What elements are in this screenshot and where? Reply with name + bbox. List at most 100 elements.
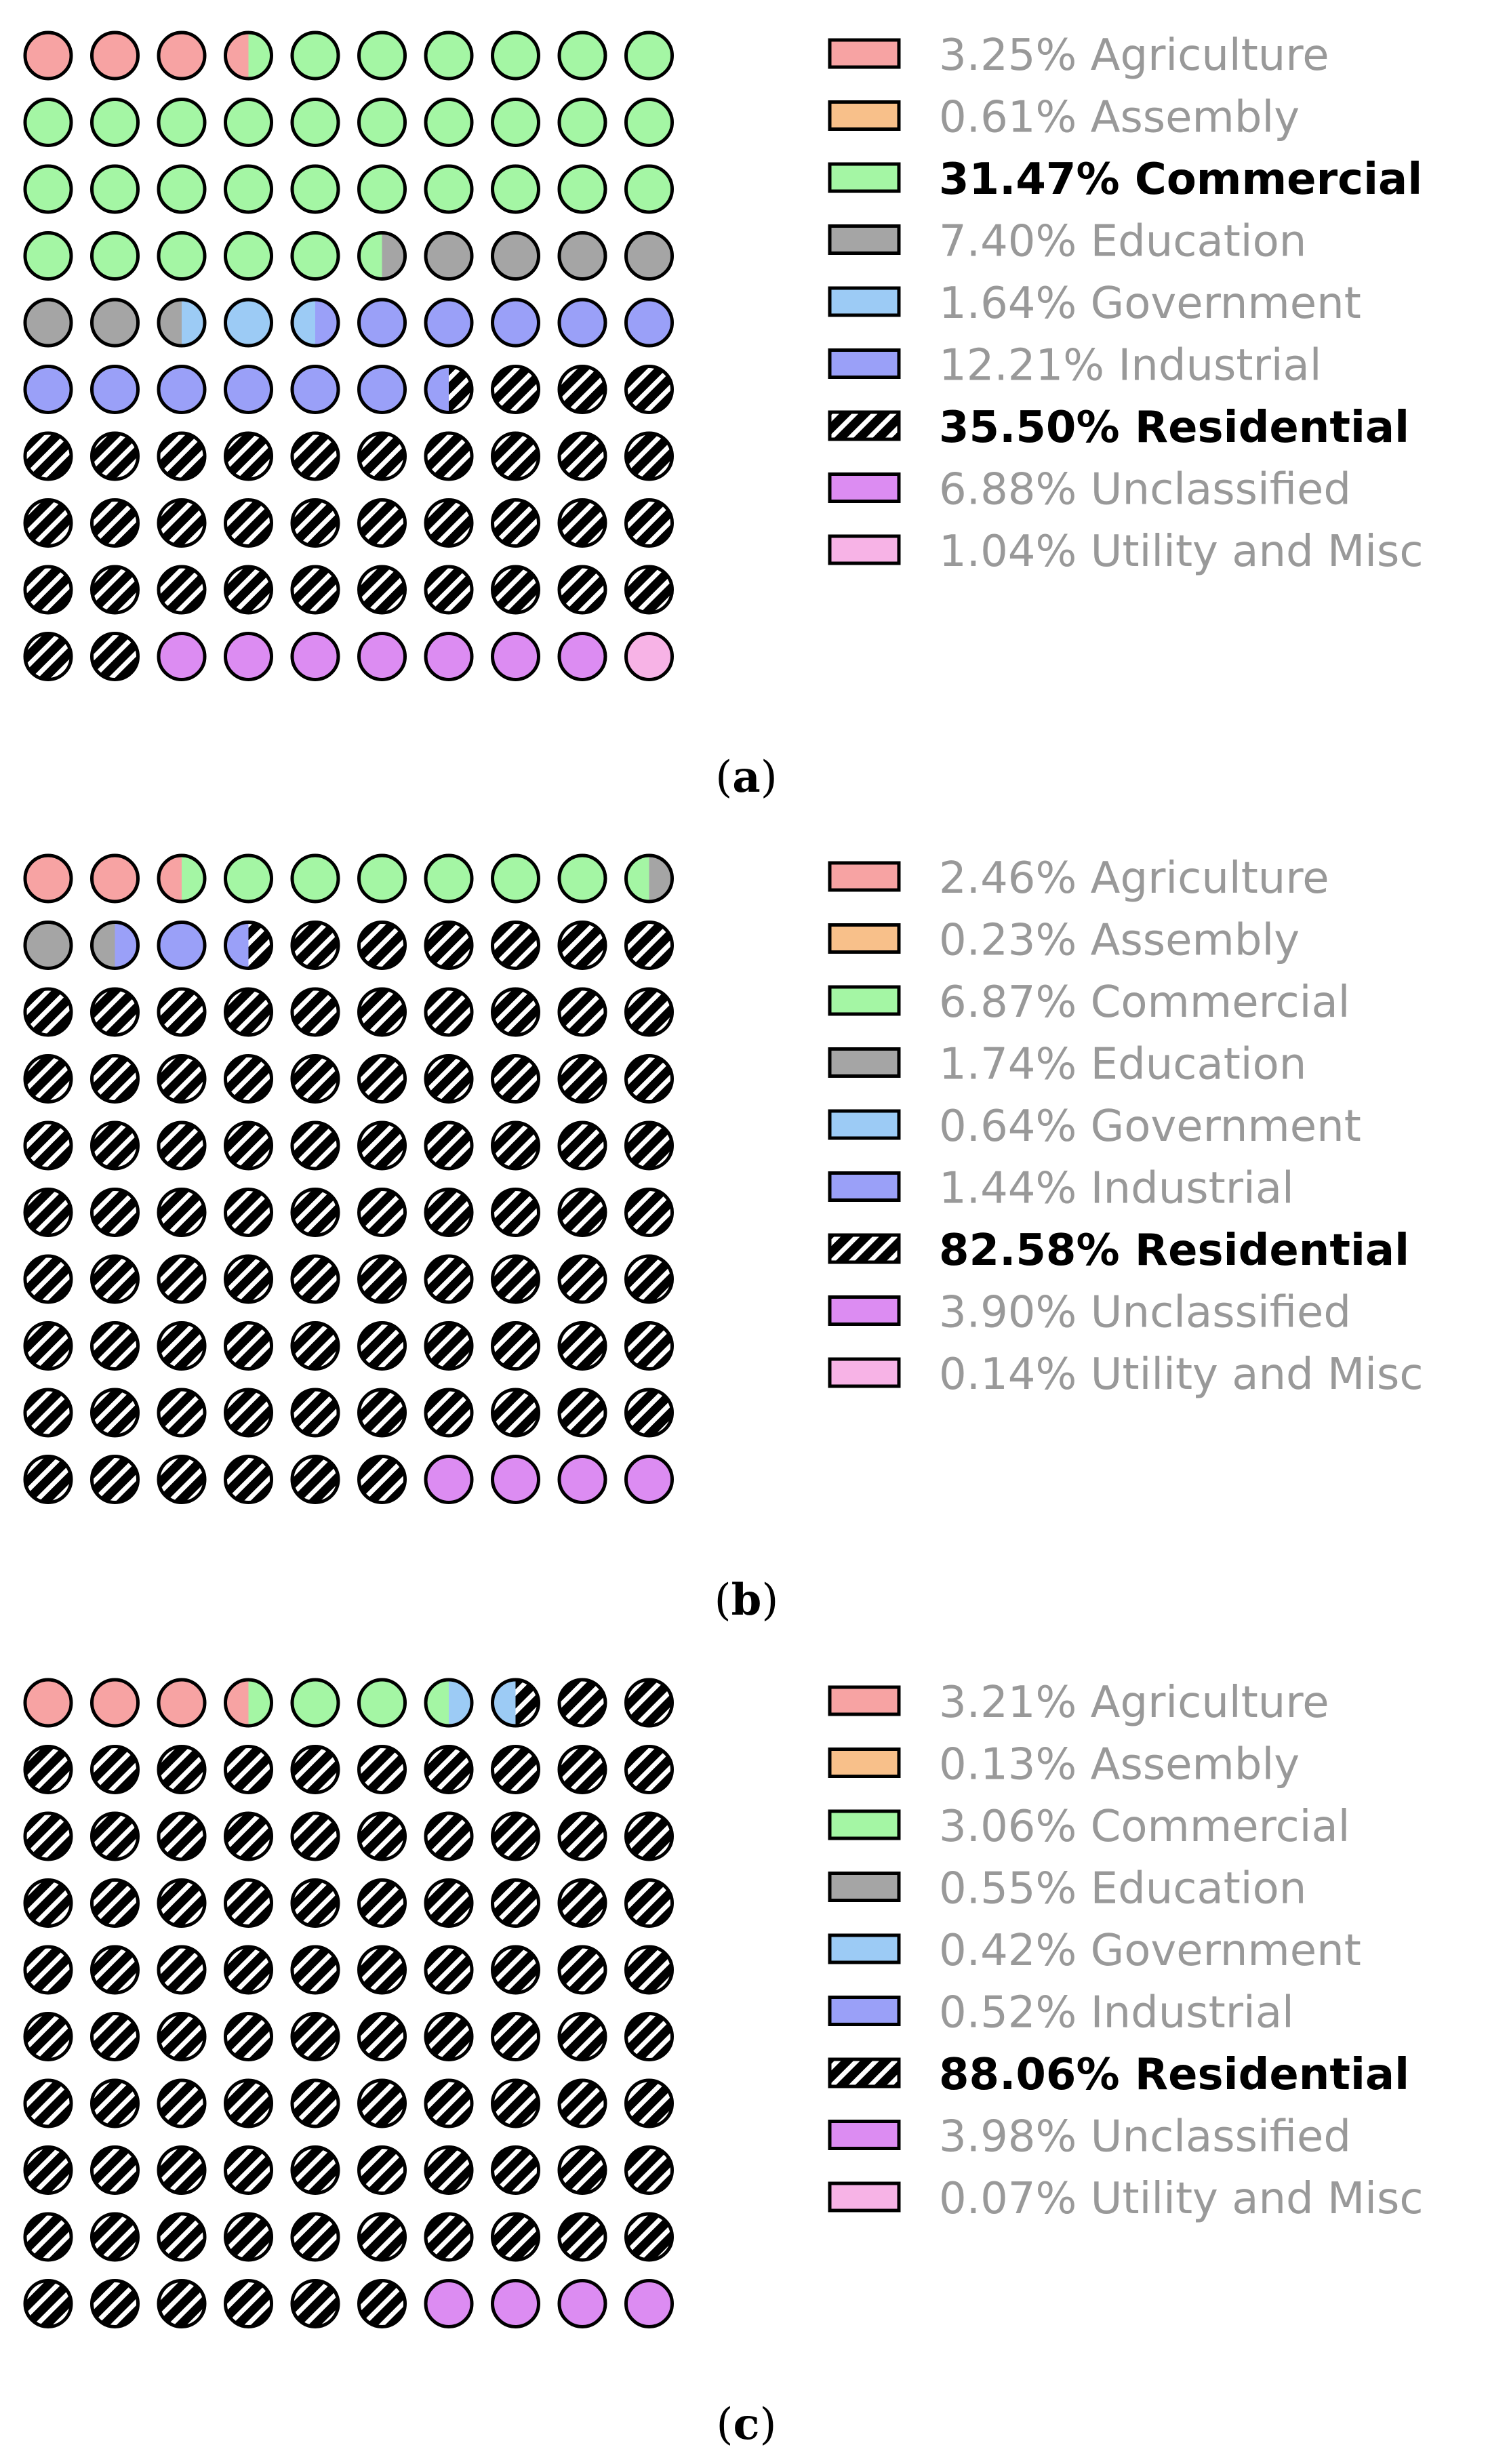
waffle-cell <box>424 2212 474 2262</box>
waffle-cell-outline <box>157 1945 207 1995</box>
waffle-cell <box>557 164 607 214</box>
waffle-cell-outline <box>491 1321 540 1371</box>
legend-label-education: 7.40% Education <box>939 217 1306 267</box>
waffle-cell-residential <box>359 1390 405 1436</box>
waffle-cell-residential <box>225 1322 272 1369</box>
waffle-cell-outline <box>557 1188 607 1237</box>
waffle-cell <box>357 1811 407 1861</box>
waffle-cell <box>157 1388 207 1438</box>
waffle-cell-commercial <box>492 166 539 212</box>
waffle-cell-residential <box>492 1189 539 1236</box>
legend-swatch-commercial <box>828 1809 901 1840</box>
waffle-cell <box>157 1678 207 1728</box>
waffle-cell-residential <box>559 1123 605 1169</box>
waffle-cell <box>224 365 273 414</box>
waffle-cell-outline <box>90 2078 140 2128</box>
waffle-cell-residential <box>92 1256 138 1302</box>
waffle-cell-residential-half <box>515 1680 539 1726</box>
waffle-cell-outline <box>624 1188 674 1237</box>
waffle-cell-residential <box>92 1456 138 1503</box>
waffle-cell <box>224 1945 273 1995</box>
waffle-cell-residential <box>25 2080 71 2126</box>
waffle-cell-outline <box>424 2212 474 2262</box>
waffle-cell-outline <box>624 1254 674 1304</box>
waffle-cell <box>90 1254 140 1304</box>
waffle-cell-outline <box>624 498 674 548</box>
waffle-cell <box>424 498 474 548</box>
waffle-cell-residential <box>492 922 539 969</box>
waffle-cell-outline <box>491 365 540 414</box>
legend-label-residential: 35.50% Residential <box>939 403 1409 453</box>
waffle-cell <box>424 164 474 214</box>
waffle-cell-industrial <box>159 922 205 969</box>
waffle-cell <box>90 98 140 147</box>
legend-entry-education: 0.55% Education <box>828 1864 1306 1914</box>
waffle-cell-residential <box>225 500 272 546</box>
waffle-cell <box>491 98 540 147</box>
waffle-cell-residential <box>426 2147 472 2194</box>
waffle-cell <box>224 1678 273 1728</box>
waffle-cell-outline <box>491 98 540 147</box>
waffle-cell <box>290 1388 340 1438</box>
waffle-cell <box>290 1878 340 1928</box>
waffle-cell-education <box>25 300 71 346</box>
waffle-cell <box>557 1321 607 1371</box>
legend-entry-industrial: 1.44% Industrial <box>828 1164 1294 1214</box>
waffle-cell <box>491 565 540 615</box>
waffle-cell <box>23 632 73 681</box>
waffle-cell-outline <box>557 98 607 147</box>
waffle-cell-residential <box>292 1456 338 1503</box>
waffle-cell-commercial <box>292 33 338 79</box>
waffle-cell-outline <box>290 1254 340 1304</box>
waffle-cell <box>491 2212 540 2262</box>
waffle-cell-residential <box>292 2147 338 2194</box>
legend-entry-agriculture: 2.46% Agriculture <box>828 853 1329 904</box>
legend-label-unclassified: 3.98% Unclassified <box>939 2112 1351 2162</box>
waffle-cell <box>491 1188 540 1237</box>
waffle-cell-government-half <box>292 300 315 346</box>
waffle-cell <box>290 1745 340 1794</box>
waffle-cell <box>557 1388 607 1438</box>
waffle-cell-residential <box>492 2214 539 2260</box>
waffle-cell-agriculture <box>92 1680 138 1726</box>
waffle-cell-outline <box>224 1188 273 1237</box>
waffle-cell <box>424 2145 474 2195</box>
waffle-cell-outline <box>424 1254 474 1304</box>
waffle-cell-unclassified <box>426 1456 472 1503</box>
waffle-cell <box>23 1120 73 1171</box>
waffle-cell-residential <box>25 1947 71 1993</box>
waffle-cell <box>357 1455 407 1504</box>
waffle-cell <box>290 987 340 1037</box>
waffle-cell <box>424 1745 474 1794</box>
waffle-cell-outline <box>491 431 540 481</box>
legend-swatch-unclassified <box>828 1295 901 1326</box>
legend-entry-utility-and-misc: 0.14% Utility and Misc <box>828 1350 1424 1400</box>
waffle-cell-residential <box>426 1322 472 1369</box>
waffle-cell <box>23 2279 73 2328</box>
waffle-cell <box>157 853 207 904</box>
waffle-cell-outline <box>491 1388 540 1438</box>
waffle-cell-residential <box>292 2013 338 2060</box>
waffle-cell-unclassified <box>559 1456 605 1503</box>
waffle-cell-outline <box>157 164 207 214</box>
waffle-cell-outline <box>23 1120 73 1171</box>
waffle-cell-outline <box>357 1254 407 1304</box>
legend-entry-education: 1.74% Education <box>828 1040 1306 1090</box>
waffle-cell <box>23 1321 73 1371</box>
waffle-cell <box>157 2279 207 2328</box>
waffle-cell-outline <box>557 565 607 615</box>
waffle-cell-residential <box>626 1746 672 1793</box>
waffle-cell-agriculture-half <box>225 1680 249 1726</box>
waffle-cell-outline <box>224 1811 273 1861</box>
legend-entry-assembly: 0.13% Assembly <box>828 1740 1300 1790</box>
waffle-cell <box>157 298 207 348</box>
waffle-cell <box>90 1120 140 1171</box>
waffle-cell-outline <box>624 1054 674 1104</box>
waffle-cell-outline <box>224 98 273 147</box>
panel--a-: 3.25% Agriculture 0.61% Assembly 31.47% Co… <box>23 31 1424 803</box>
waffle-cell-outline <box>424 1745 474 1794</box>
waffle-cell <box>491 987 540 1037</box>
waffle-cell-residential <box>225 1123 272 1169</box>
waffle-cell-outline <box>290 1811 340 1861</box>
waffle-cell <box>491 31 540 81</box>
